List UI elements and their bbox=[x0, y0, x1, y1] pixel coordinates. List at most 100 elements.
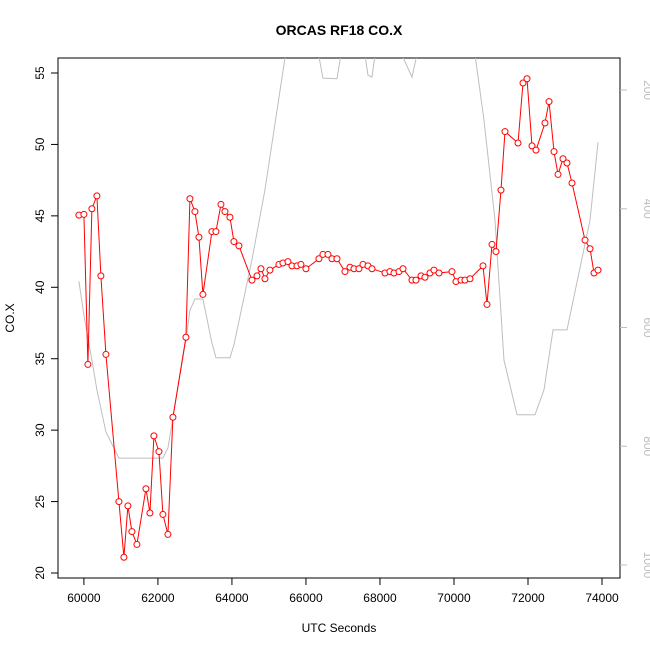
data-point bbox=[93, 192, 101, 200]
data-point bbox=[412, 276, 420, 284]
data-point bbox=[97, 272, 105, 280]
data-point bbox=[182, 333, 190, 341]
data-point bbox=[448, 268, 456, 276]
data-point bbox=[248, 276, 256, 284]
data-point bbox=[541, 119, 549, 127]
data-point bbox=[341, 268, 349, 276]
data-point bbox=[430, 266, 438, 274]
data-point bbox=[191, 208, 199, 216]
data-point bbox=[501, 128, 509, 136]
data-point bbox=[545, 98, 553, 106]
data-point bbox=[497, 186, 505, 194]
data-point bbox=[146, 509, 154, 517]
data-point bbox=[261, 275, 269, 283]
data-point bbox=[479, 262, 487, 270]
x-tick-label: 68000 bbox=[363, 591, 397, 605]
y-axis-label: CO.X bbox=[3, 303, 17, 332]
y-tick-label: 35 bbox=[33, 352, 47, 366]
data-point bbox=[488, 240, 496, 248]
y-tick-label: 45 bbox=[33, 209, 47, 223]
data-point bbox=[235, 242, 243, 250]
data-point bbox=[80, 210, 88, 218]
data-point bbox=[483, 300, 491, 308]
x-tick-label: 64000 bbox=[215, 591, 249, 605]
data-point bbox=[88, 205, 96, 213]
data-point bbox=[421, 273, 429, 281]
data-point bbox=[399, 265, 407, 273]
data-point bbox=[120, 553, 128, 561]
data-point bbox=[519, 79, 527, 87]
x-axis-label: UTC Seconds bbox=[302, 621, 377, 635]
data-point bbox=[115, 498, 123, 506]
series-line bbox=[78, 58, 599, 459]
data-point bbox=[155, 448, 163, 456]
data-point bbox=[368, 265, 376, 273]
data-point bbox=[435, 269, 443, 277]
data-point bbox=[523, 75, 531, 83]
data-point bbox=[466, 275, 474, 283]
data-point bbox=[492, 248, 500, 256]
data-point bbox=[142, 485, 150, 493]
y-tick-label: 40 bbox=[33, 280, 47, 294]
data-point bbox=[297, 260, 305, 268]
data-point bbox=[212, 228, 220, 236]
data-point bbox=[159, 510, 167, 518]
data-point bbox=[324, 250, 332, 258]
data-point bbox=[133, 540, 141, 548]
y-tick-label: 50 bbox=[33, 137, 47, 151]
y-tick-label: 30 bbox=[33, 423, 47, 437]
x-tick-label: 70000 bbox=[437, 591, 471, 605]
data-point bbox=[84, 360, 92, 368]
data-point bbox=[581, 236, 589, 244]
chart-title: ORCAS RF18 CO.X bbox=[276, 22, 403, 38]
data-point bbox=[266, 266, 274, 274]
x-tick-label: 62000 bbox=[141, 591, 175, 605]
data-point bbox=[355, 265, 363, 273]
data-point bbox=[559, 155, 567, 163]
data-point bbox=[124, 502, 132, 510]
data-point bbox=[550, 148, 558, 156]
data-point bbox=[217, 200, 225, 208]
data-point bbox=[164, 530, 172, 538]
y2-tick-label: 1000 bbox=[641, 552, 650, 579]
data-point bbox=[257, 265, 265, 273]
data-point bbox=[586, 245, 594, 253]
y2-tick-label: 600 bbox=[641, 317, 650, 337]
y-tick-label: 25 bbox=[33, 495, 47, 509]
data-point bbox=[253, 272, 261, 280]
data-point bbox=[302, 265, 310, 273]
y2-tick-label: 200 bbox=[641, 80, 650, 100]
y2-tick-label: 400 bbox=[641, 199, 650, 219]
data-point bbox=[150, 432, 158, 440]
data-point bbox=[315, 255, 323, 263]
data-point bbox=[528, 142, 536, 150]
y-tick-label: 55 bbox=[33, 66, 47, 80]
y-tick-label: 20 bbox=[33, 566, 47, 580]
data-point bbox=[186, 195, 194, 203]
y2-tick-label: 800 bbox=[641, 436, 650, 456]
data-point bbox=[284, 258, 292, 266]
data-point bbox=[594, 266, 602, 274]
data-point bbox=[128, 528, 136, 536]
x-tick-label: 74000 bbox=[585, 591, 619, 605]
plot-area bbox=[75, 58, 602, 561]
data-point bbox=[333, 255, 341, 263]
data-point bbox=[568, 179, 576, 187]
data-point bbox=[102, 350, 110, 358]
data-point bbox=[563, 159, 571, 167]
data-point bbox=[221, 208, 229, 216]
data-point bbox=[226, 213, 234, 221]
x-tick-label: 66000 bbox=[289, 591, 323, 605]
data-point bbox=[169, 413, 177, 421]
data-point bbox=[230, 238, 238, 246]
data-point bbox=[195, 233, 203, 241]
data-point bbox=[554, 170, 562, 178]
plot-frame bbox=[57, 57, 621, 579]
data-point bbox=[199, 290, 207, 298]
x-tick-label: 72000 bbox=[511, 591, 545, 605]
data-point bbox=[514, 139, 522, 147]
x-tick-label: 60000 bbox=[67, 591, 101, 605]
data-point bbox=[532, 146, 540, 154]
